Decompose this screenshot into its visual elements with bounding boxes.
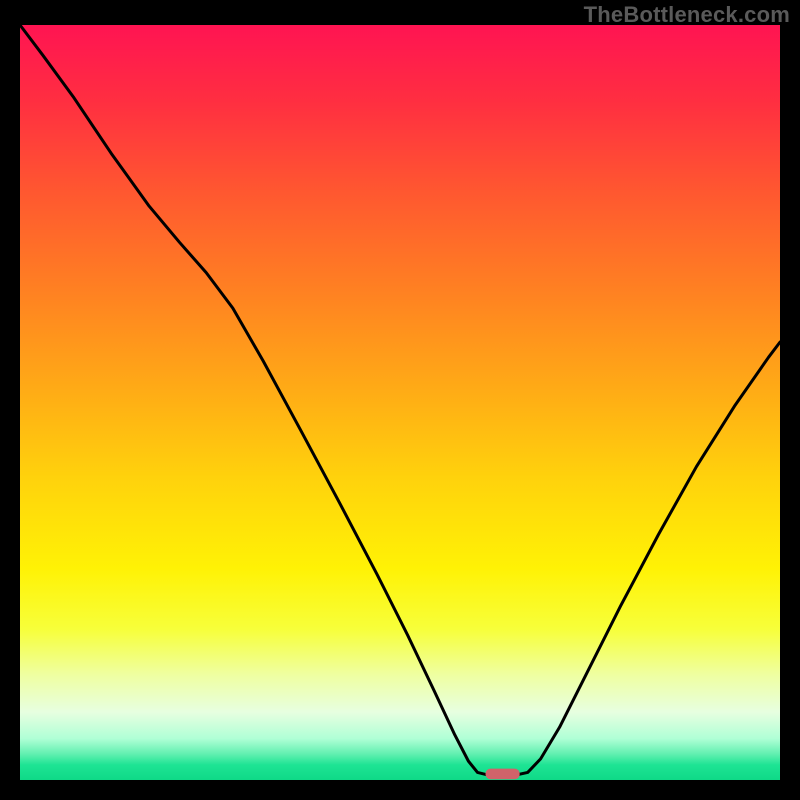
watermark-text: TheBottleneck.com <box>584 2 790 28</box>
bottleneck-chart <box>0 0 800 800</box>
optimum-marker <box>486 769 520 780</box>
plot-background <box>20 25 780 780</box>
